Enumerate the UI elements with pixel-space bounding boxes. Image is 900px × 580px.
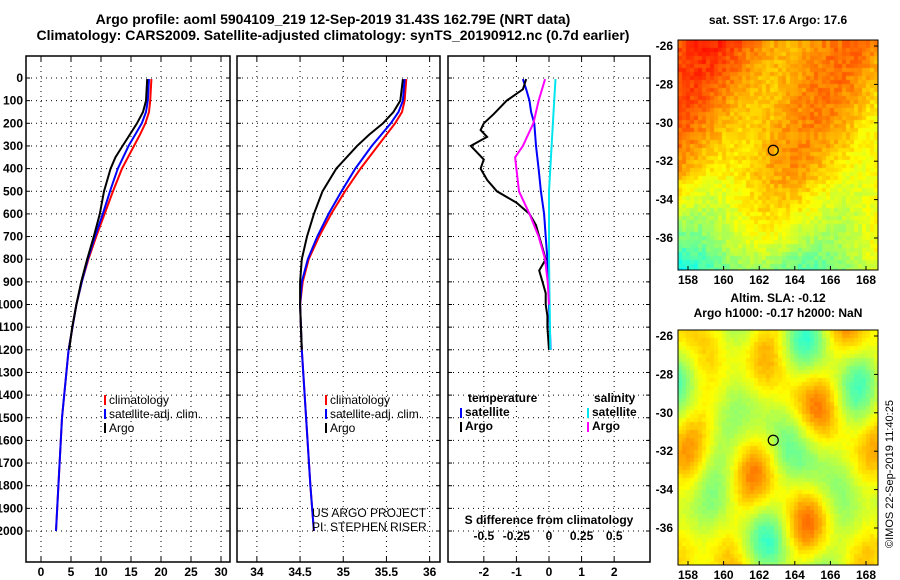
y-tick-label: 1400 bbox=[0, 388, 23, 402]
attribution-pi: PI: STEPHEN RISER bbox=[312, 520, 427, 534]
legend-label: satellite bbox=[592, 405, 637, 419]
y-tick-label: 2000 bbox=[0, 524, 23, 538]
x-tick-label: 30 bbox=[214, 565, 228, 579]
plot-frame bbox=[25, 55, 231, 563]
legend-label: Argo bbox=[592, 419, 620, 433]
legend-label: climatology bbox=[330, 393, 390, 407]
y-tick-label: 1900 bbox=[0, 501, 23, 515]
x-tick-label: 34.5 bbox=[288, 565, 312, 579]
y-tick-label: 1200 bbox=[0, 343, 23, 357]
y-tick-label: 500 bbox=[3, 184, 23, 198]
attribution-project: US ARGO PROJECT bbox=[312, 506, 427, 520]
y-tick-label: 700 bbox=[3, 230, 23, 244]
y-tick-label: 900 bbox=[3, 275, 23, 289]
x2-tick-label: -0.5 bbox=[473, 529, 494, 543]
y-tick-label: 1000 bbox=[0, 298, 23, 312]
legend-label: satellite-adj. clim. bbox=[330, 407, 422, 421]
plot-frame bbox=[236, 55, 441, 563]
x-tick-label: 15 bbox=[124, 565, 138, 579]
legend-label: Argo bbox=[330, 421, 356, 435]
x-tick-label: -1 bbox=[511, 565, 522, 579]
series-line-climatology bbox=[55, 79, 153, 532]
x-tick-label: 20 bbox=[154, 565, 168, 579]
sst-map-canvas bbox=[678, 40, 878, 270]
y-tick-label: 1800 bbox=[0, 479, 23, 493]
x2-tick-label: 0 bbox=[546, 529, 553, 543]
legend-title-temperature: temperature bbox=[468, 391, 538, 405]
series-line-satellite-adj-clim- bbox=[55, 79, 150, 532]
x-tick-label: 36 bbox=[423, 565, 437, 579]
series-line-climatology bbox=[299, 79, 408, 532]
legend-label: satellite-adj. clim. bbox=[109, 407, 201, 421]
y-tick-label: 0 bbox=[16, 71, 23, 85]
y-tick-label: 1300 bbox=[0, 365, 23, 379]
y-tick-label: 1600 bbox=[0, 433, 23, 447]
y-tick-label: 800 bbox=[3, 252, 23, 266]
legend-label: Argo bbox=[465, 419, 493, 433]
salinity-profile: 3434.53535.536salinityclimatologysatelli… bbox=[236, 55, 441, 580]
y-tick-label: 1500 bbox=[0, 411, 23, 425]
x-tick-label: 1 bbox=[578, 565, 585, 579]
x2-tick-label: 0.25 bbox=[570, 529, 594, 543]
figure-title-line2: Climatology: CARS2009. Satellite-adjuste… bbox=[37, 27, 630, 43]
x-tick-label: 35.5 bbox=[375, 565, 399, 579]
copyright-text: ©IMOS 22-Sep-2019 11:40:25 bbox=[884, 400, 896, 548]
x-tick-label: 5 bbox=[68, 565, 75, 579]
series-line-satellite-adj-clim- bbox=[299, 79, 406, 532]
figure-title-line1: Argo profile: aoml 5904109_219 12-Sep-20… bbox=[96, 11, 571, 27]
y-tick-label: 600 bbox=[3, 207, 23, 221]
legend-label: Argo bbox=[109, 421, 135, 435]
legend-title-salinity: salinity bbox=[594, 391, 636, 405]
series-line-t-argo bbox=[469, 78, 550, 350]
y-tick-label: 100 bbox=[3, 94, 23, 108]
y-tick-label: 1700 bbox=[0, 456, 23, 470]
legend-label: climatology bbox=[109, 393, 169, 407]
plot-frame bbox=[447, 55, 651, 563]
difference-profile: -2-1012T difference from climatologytemp… bbox=[447, 55, 651, 580]
temperature-profile: 0100200300400500600700800900100011001200… bbox=[0, 55, 231, 580]
y-tick-label: 300 bbox=[3, 139, 23, 153]
series-line-t-satellite bbox=[521, 78, 552, 350]
y-tick-label: 200 bbox=[3, 116, 23, 130]
x-tick-label: 25 bbox=[184, 565, 198, 579]
y-tick-label: 400 bbox=[3, 162, 23, 176]
x-tick-label: 35 bbox=[337, 565, 351, 579]
legend-label: satellite bbox=[465, 405, 510, 419]
x-tick-label: 0 bbox=[38, 565, 45, 579]
x-tick-label: -2 bbox=[479, 565, 490, 579]
x-tick-label: 34 bbox=[250, 565, 264, 579]
sla-map-canvas bbox=[678, 330, 878, 565]
x-tick-label: 10 bbox=[94, 565, 108, 579]
series-line-argo bbox=[299, 78, 404, 350]
series-line-argo bbox=[68, 79, 149, 350]
y-tick-label: 1100 bbox=[0, 320, 23, 334]
x2-tick-label: -0.25 bbox=[503, 529, 531, 543]
x-tick-label: 0 bbox=[546, 565, 553, 579]
x-tick-label: 2 bbox=[611, 565, 618, 579]
x2-axis-label: S difference from climatology bbox=[465, 513, 634, 527]
x2-tick-label: 0.5 bbox=[606, 529, 623, 543]
series-line-s-satellite bbox=[548, 79, 557, 350]
series-line-s-argo bbox=[514, 78, 550, 305]
